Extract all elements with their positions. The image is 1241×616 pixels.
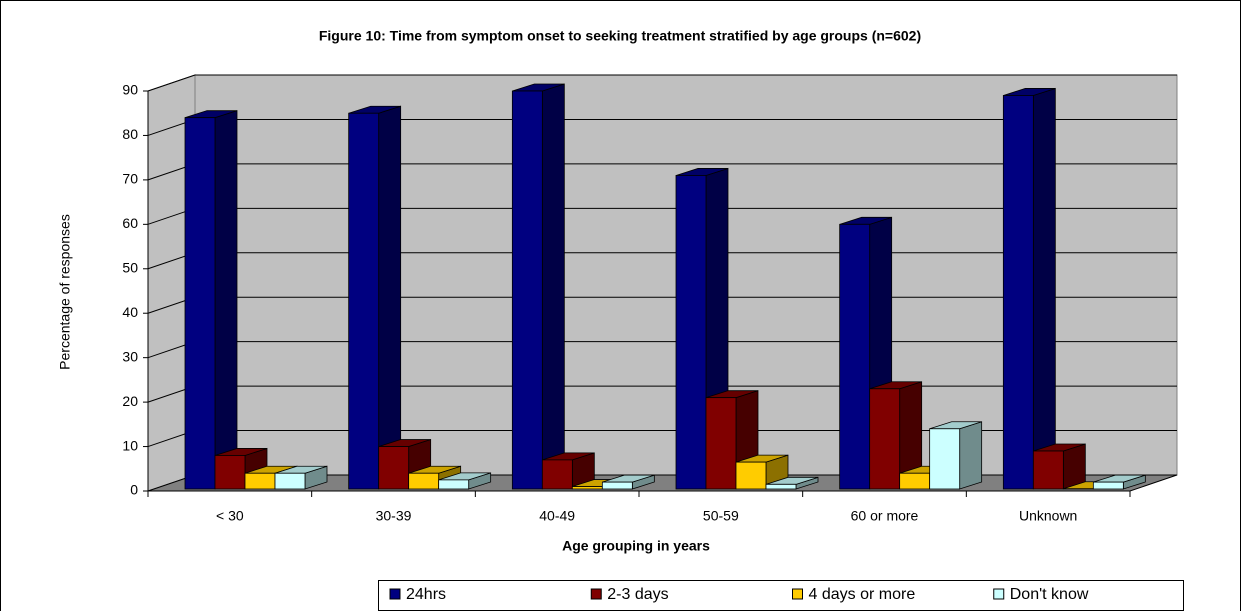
bar-front	[245, 473, 275, 489]
y-tick-label: 90	[122, 82, 138, 98]
bar-side	[542, 84, 564, 489]
legend-swatch	[793, 589, 803, 599]
x-tick-label: 40-49	[539, 508, 575, 524]
legend-label: 4 days or more	[809, 586, 916, 603]
bar-front	[602, 482, 632, 489]
bar	[185, 111, 237, 489]
bar-front	[215, 455, 245, 489]
y-tick-label: 10	[122, 437, 138, 453]
bar-side	[1033, 88, 1055, 489]
bar-front	[185, 118, 215, 489]
bar-front	[439, 480, 469, 489]
y-tick-label: 20	[122, 393, 138, 409]
x-tick-label: < 30	[216, 508, 244, 524]
y-tick-label: 0	[130, 482, 138, 498]
bar	[930, 422, 982, 489]
y-tick-label: 50	[122, 259, 138, 275]
bar	[512, 84, 564, 489]
plot-area	[143, 75, 1177, 497]
bar-front	[1003, 95, 1033, 489]
bar-front	[840, 224, 870, 489]
bar-front	[1093, 482, 1123, 489]
y-tick-label: 70	[122, 171, 138, 187]
legend-swatch	[994, 589, 1004, 599]
bar-front	[379, 447, 409, 489]
bar	[1003, 88, 1055, 489]
chart-title: Figure 10: Time from symptom onset to se…	[319, 28, 921, 44]
bar-side	[1063, 444, 1085, 489]
x-tick-label: 30-39	[376, 508, 412, 524]
bar-front	[930, 429, 960, 489]
bar-front	[349, 113, 379, 489]
bar-front	[542, 460, 572, 489]
bar-side	[960, 422, 982, 489]
bar-front	[1033, 451, 1063, 489]
legend-swatch	[591, 589, 601, 599]
bar-front	[275, 473, 305, 489]
bar-front	[512, 91, 542, 489]
bar-front	[870, 389, 900, 489]
bar-front	[900, 473, 930, 489]
bar-front	[572, 487, 602, 489]
bar-side	[215, 111, 237, 489]
legend-label: 24hrs	[406, 586, 446, 603]
x-axis-title: Age grouping in years	[562, 538, 710, 554]
bar-front	[706, 398, 736, 489]
bar	[349, 106, 401, 489]
bar-front	[676, 175, 706, 489]
x-tick-label: 60 or more	[851, 508, 919, 524]
y-tick-label: 60	[122, 215, 138, 231]
legend-label: 2-3 days	[607, 586, 668, 603]
bar-front	[736, 462, 766, 489]
y-tick-label: 40	[122, 304, 138, 320]
y-tick-label: 30	[122, 348, 138, 364]
y-axis-title: Percentage of responses	[57, 214, 73, 370]
y-tick-label: 80	[122, 126, 138, 142]
x-tick-label: 50-59	[703, 508, 739, 524]
bar-front	[766, 484, 796, 489]
bar	[1033, 444, 1085, 489]
legend-swatch	[390, 589, 400, 599]
bar-side	[379, 106, 401, 489]
bar-front	[409, 473, 439, 489]
legend-label: Don't know	[1010, 586, 1089, 603]
x-tick-label: Unknown	[1019, 508, 1077, 524]
